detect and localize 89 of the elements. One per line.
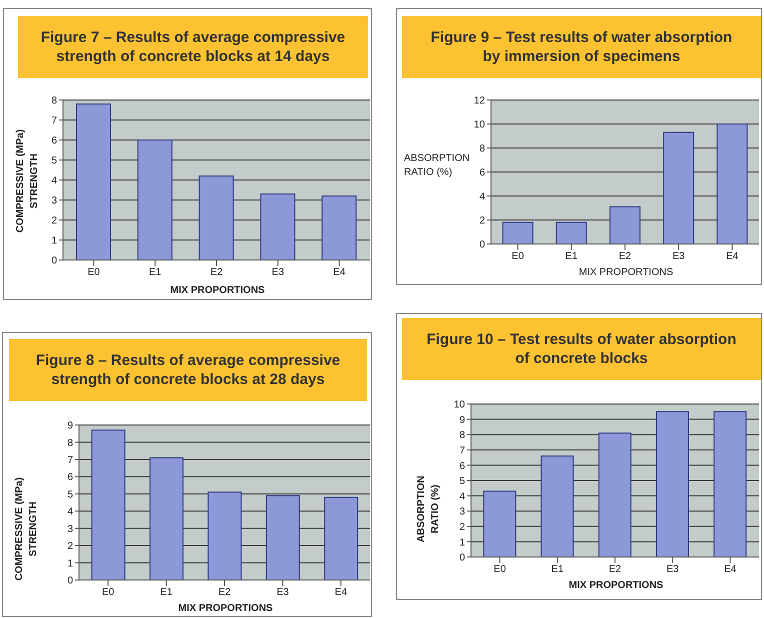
bar bbox=[76, 104, 112, 260]
y-tick-label: 9 bbox=[67, 420, 74, 432]
x-tick-label: E0 bbox=[102, 587, 115, 598]
y-tick-label: 3 bbox=[51, 196, 58, 207]
x-tick-label: E2 bbox=[618, 251, 632, 262]
y-tick-label: 12 bbox=[474, 96, 486, 107]
bar bbox=[260, 194, 296, 260]
bar bbox=[266, 495, 300, 580]
chart-title: Figure 9 – Test results of water absorption by immersion of specimens bbox=[430, 28, 734, 66]
y-tick-label: 6 bbox=[67, 472, 74, 484]
bar bbox=[502, 222, 534, 244]
y-tick-label: 6 bbox=[479, 168, 486, 179]
x-axis-title: MIX PROPORTIONS bbox=[568, 579, 664, 593]
x-tick-label: E3 bbox=[666, 564, 680, 576]
y-tick-label: 3 bbox=[67, 524, 74, 535]
y-tick-label: 9 bbox=[459, 414, 466, 426]
bar bbox=[324, 496, 358, 580]
bar bbox=[150, 457, 184, 580]
chart-title: Figure 8 – Results of average compressive strength of concrete blocks at 28 days bbox=[34, 351, 342, 389]
x-tick-label: E0 bbox=[494, 564, 506, 576]
y-tick-label: 0 bbox=[67, 576, 74, 587]
bar bbox=[137, 140, 172, 260]
y-tick-label: 0 bbox=[479, 240, 486, 251]
y-tick-label: 8 bbox=[459, 430, 466, 442]
x-tick-label: E1 bbox=[148, 267, 162, 278]
x-tick-label: E4 bbox=[726, 251, 739, 262]
y-axis-title: COMPRESSIVE (MPa) STRENGTH bbox=[13, 477, 40, 581]
y-tick-label: 4 bbox=[51, 176, 58, 187]
bar bbox=[598, 432, 632, 557]
y-tick-label: 0 bbox=[51, 256, 58, 267]
x-tick-label: E2 bbox=[218, 587, 232, 598]
x-tick-label: E0 bbox=[88, 267, 100, 278]
x-axis-title: MIX PROPORTIONS bbox=[177, 602, 274, 616]
x-tick-label: E2 bbox=[210, 267, 224, 278]
y-tick-label: 0 bbox=[459, 552, 466, 564]
y-tick-label: 7 bbox=[51, 116, 58, 127]
x-tick-label: E3 bbox=[272, 267, 284, 278]
bar bbox=[556, 222, 587, 244]
y-axis-title: ABSORPTION RATIO (%) bbox=[415, 476, 442, 542]
y-tick-label: 8 bbox=[67, 438, 74, 449]
y-tick-label: 2 bbox=[479, 216, 486, 227]
x-tick-label: E3 bbox=[672, 251, 686, 262]
bar bbox=[483, 490, 516, 557]
y-tick-label: 8 bbox=[51, 96, 58, 107]
x-tick-label: E4 bbox=[333, 267, 346, 278]
y-tick-label: 5 bbox=[67, 489, 74, 500]
x-tick-label: E4 bbox=[724, 564, 737, 576]
x-axis-title: MIX PROPORTIONS bbox=[169, 284, 266, 298]
bar bbox=[540, 456, 574, 557]
chart-title: Figure 10 – Test results of water absorption of concrete blocks bbox=[426, 330, 738, 368]
bar bbox=[656, 411, 689, 557]
x-tick-label: E0 bbox=[512, 251, 524, 262]
x-tick-label: E4 bbox=[334, 587, 348, 598]
x-tick-label: E2 bbox=[608, 564, 622, 576]
y-tick-label: 5 bbox=[51, 156, 58, 167]
x-tick-label: E3 bbox=[276, 587, 290, 598]
bar bbox=[198, 176, 234, 260]
y-tick-label: 6 bbox=[459, 460, 466, 472]
bar bbox=[208, 492, 242, 580]
chart-title: Figure 7 – Results of average compressive strength of concrete blocks at 14 days bbox=[40, 28, 346, 66]
bar bbox=[609, 206, 640, 244]
y-tick-label: 7 bbox=[459, 445, 466, 456]
y-tick-label: 10 bbox=[454, 400, 466, 411]
y-tick-label: 5 bbox=[459, 476, 466, 488]
y-tick-label: 4 bbox=[459, 491, 466, 502]
bar bbox=[322, 196, 357, 260]
y-axis-title: COMPRESSIVE (MPa) STRENGTH bbox=[14, 129, 41, 233]
bar bbox=[91, 430, 126, 580]
x-tick-label: E1 bbox=[565, 251, 578, 262]
y-tick-label: 2 bbox=[67, 541, 74, 552]
y-tick-label: 3 bbox=[459, 506, 466, 518]
y-tick-label: 1 bbox=[459, 537, 466, 548]
y-tick-label: 10 bbox=[474, 120, 486, 131]
bar bbox=[663, 132, 694, 244]
x-tick-label: E1 bbox=[160, 587, 173, 598]
y-tick-label: 4 bbox=[67, 506, 74, 518]
y-tick-label: 4 bbox=[479, 192, 486, 203]
y-tick-label: 2 bbox=[51, 216, 58, 227]
y-tick-label: 1 bbox=[51, 236, 58, 247]
y-tick-label: 6 bbox=[51, 136, 58, 147]
y-axis-title: ABSORPTION RATIO (%) bbox=[404, 152, 470, 180]
y-tick-label: 1 bbox=[67, 558, 74, 570]
bar bbox=[716, 124, 748, 244]
y-tick-label: 7 bbox=[67, 454, 74, 466]
x-axis-title: MIX PROPORTIONS bbox=[578, 266, 674, 280]
x-tick-label: E1 bbox=[551, 564, 564, 576]
bar bbox=[714, 411, 747, 557]
y-tick-label: 2 bbox=[459, 522, 466, 533]
y-tick-label: 8 bbox=[479, 144, 486, 155]
